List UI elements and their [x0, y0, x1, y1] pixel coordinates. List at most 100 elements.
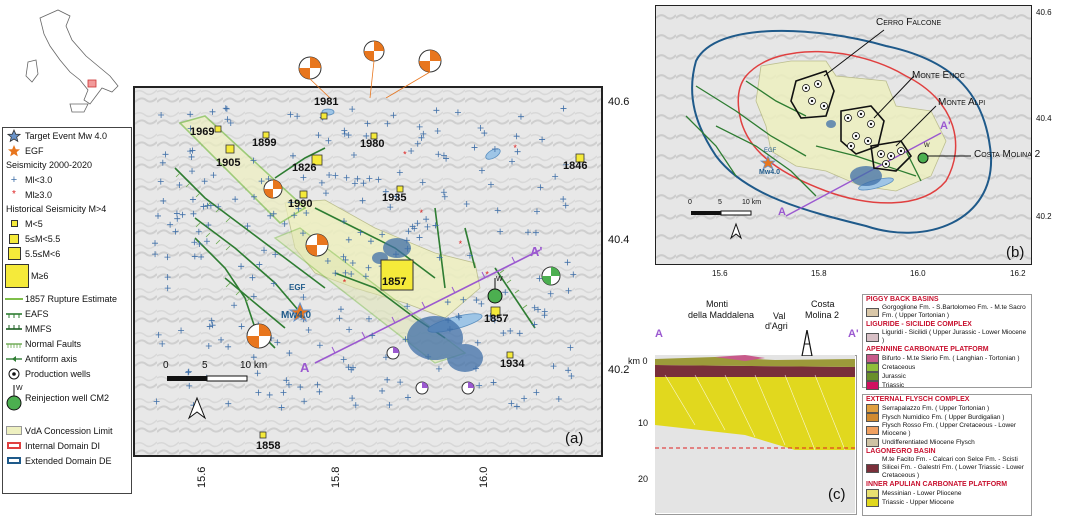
legend-m-ge6: M≥6	[3, 261, 131, 291]
production-well-dot	[846, 116, 850, 120]
seismicity-cross	[174, 215, 181, 222]
profile-line-a-a-prime	[314, 249, 541, 364]
seismicity-cross	[386, 401, 393, 408]
seismicity-cross	[444, 299, 451, 306]
seismicity-cross	[560, 196, 567, 203]
hist-square-1857b	[490, 306, 501, 317]
legend-historical-title: Historical Seismicity M>4	[6, 204, 107, 214]
focal-top-2	[363, 40, 385, 62]
seismicity-cluster-b	[826, 120, 882, 186]
place-costa-molina: Costa Molina 2	[974, 149, 1041, 160]
legend-extended: Extended Domain DE	[3, 453, 131, 468]
label-val: Val	[773, 311, 786, 321]
seismicity-red-star: *	[459, 239, 463, 249]
seismicity-cross	[441, 193, 448, 200]
seismicity-cross	[565, 287, 572, 294]
seismicity-cross	[153, 398, 160, 405]
seismicity-cross	[205, 222, 212, 229]
fault-lines	[174, 147, 536, 349]
seismicity-cross	[532, 229, 539, 236]
seismicity-cross	[408, 148, 415, 155]
lon-tick-b-15-8: 15.8	[811, 269, 827, 278]
seismicity-cross	[316, 388, 323, 395]
seismicity-cross	[281, 220, 288, 227]
lat-tick-b-40-4: 40.4	[1036, 114, 1052, 123]
production-well-dot	[869, 122, 873, 126]
seismicity-cross	[552, 173, 559, 180]
seismicity-cross	[289, 152, 296, 159]
seismicity-cross	[405, 228, 412, 235]
year-label-1846: 1846	[563, 160, 588, 172]
panel-a-map: * * * * * *	[133, 86, 603, 457]
seismicity-cross	[340, 356, 347, 363]
seismicity-cross	[336, 315, 343, 322]
egf-label-b: EGF	[764, 148, 777, 154]
mw-label-b: Mw4.0	[759, 169, 781, 176]
seismicity-cross	[225, 343, 232, 350]
seismicity-cross	[152, 240, 159, 247]
seismicity-cross	[390, 112, 397, 119]
well-w-label-b: W	[924, 143, 930, 149]
seismicity-cross	[185, 369, 192, 376]
seismicity-cross	[365, 315, 372, 322]
orange-star-icon	[8, 144, 20, 156]
focal-mechanism-purple-3	[461, 381, 475, 395]
seismicity-cross	[340, 253, 347, 260]
seismicity-cross	[363, 132, 370, 139]
vda-concession-area-b	[755, 60, 947, 192]
seismicity-cross	[280, 389, 287, 396]
seismicity-cross	[455, 313, 462, 320]
panel-b-map	[655, 5, 1032, 265]
focal-top-1	[298, 56, 322, 80]
seismicity-cross	[513, 403, 520, 410]
reinjection-well-b	[917, 152, 929, 164]
seismicity-cross	[537, 184, 544, 191]
seismicity-cross	[396, 169, 403, 176]
seismicity-cross	[287, 111, 294, 118]
seismicity-cross	[324, 257, 331, 264]
seismicity-red-star: *	[403, 150, 407, 160]
seismicity-cross	[294, 113, 301, 120]
inner-apulian-title: INNER APULIAN CARBONATE PLATFORM	[866, 481, 1008, 488]
seismicity-cross	[223, 105, 230, 112]
seismicity-cross	[349, 106, 356, 113]
year-label-1981: 1981	[314, 96, 339, 108]
apennine-item-4: Triassic	[863, 381, 1031, 390]
flysch-title: EXTERNAL FLYSCH COMPLEX	[866, 396, 970, 403]
lat-tick-b-40-2: 40.2	[1036, 212, 1052, 221]
seismicity-cross	[562, 161, 569, 168]
seismicity-red-star: *	[513, 143, 517, 153]
north-arrow-icon	[187, 396, 207, 420]
seismicity-cross	[316, 342, 323, 349]
seismicity-cross	[491, 145, 498, 152]
panel-a-label: (a)	[565, 430, 584, 447]
seismicity-cross	[352, 402, 359, 409]
seismicity-cross	[249, 274, 256, 281]
seismicity-cross	[200, 203, 207, 210]
seismicity-cross	[209, 108, 216, 115]
label-costa: Costa	[811, 299, 835, 309]
seismicity-cross	[250, 157, 257, 164]
piggy-back-layer	[715, 355, 765, 361]
seismicity-cross	[514, 148, 521, 155]
seismicity-cross	[188, 153, 195, 160]
seismicity-cross	[342, 269, 349, 276]
apennine-title: APENNINE CARBONATE PLATFORM	[866, 346, 989, 353]
hist-square-1934	[506, 351, 514, 359]
seismicity-cross	[404, 394, 411, 401]
seismicity-cross	[189, 168, 196, 175]
seismicity-cross	[261, 247, 268, 254]
seismicity-cross	[272, 251, 279, 258]
place-monte-alpi: Monte Alpi	[938, 97, 986, 108]
xlarge-square-icon	[5, 264, 29, 288]
seismicity-cross	[179, 211, 186, 218]
apennine-item-3: Jurassic	[863, 372, 1031, 381]
seismicity-cross	[341, 127, 348, 134]
seismicity-cross	[567, 344, 574, 351]
seismicity-cross	[178, 327, 185, 334]
seismicity-cross	[497, 228, 504, 235]
seismicity-cross	[198, 253, 205, 260]
seismicity-cross	[196, 241, 203, 248]
seismicity-cross	[238, 323, 245, 330]
year-label-1980: 1980	[360, 138, 385, 150]
